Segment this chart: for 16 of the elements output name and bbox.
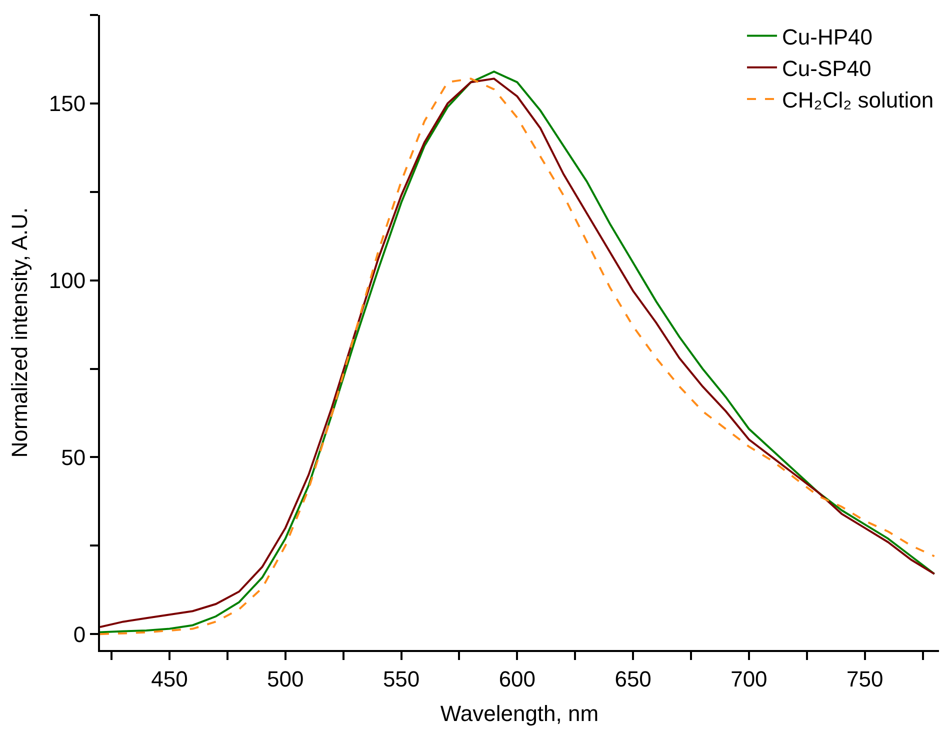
x-tick-label: 550 [382, 666, 420, 692]
x-tick-label: 700 [730, 666, 768, 692]
legend-label: CH₂Cl₂ solution [782, 88, 934, 113]
legend-label: Cu-HP40 [782, 24, 872, 50]
x-tick-label: 450 [151, 666, 188, 692]
x-tick-label: 500 [267, 666, 304, 692]
y-tick-label: 50 [61, 444, 86, 470]
y-tick-label: 100 [48, 268, 86, 294]
x-tick-label: 650 [614, 666, 652, 692]
x-axis-title: Wavelength, nm [440, 700, 599, 726]
y-tick-label: 0 [73, 622, 86, 647]
x-tick-label: 750 [846, 666, 884, 692]
legend-label: Cu-SP40 [782, 56, 872, 81]
y-tick-label: 150 [48, 91, 86, 116]
x-tick-label: 600 [498, 666, 536, 692]
y-axis-title: Normalized intensity, A.U. [7, 207, 32, 458]
